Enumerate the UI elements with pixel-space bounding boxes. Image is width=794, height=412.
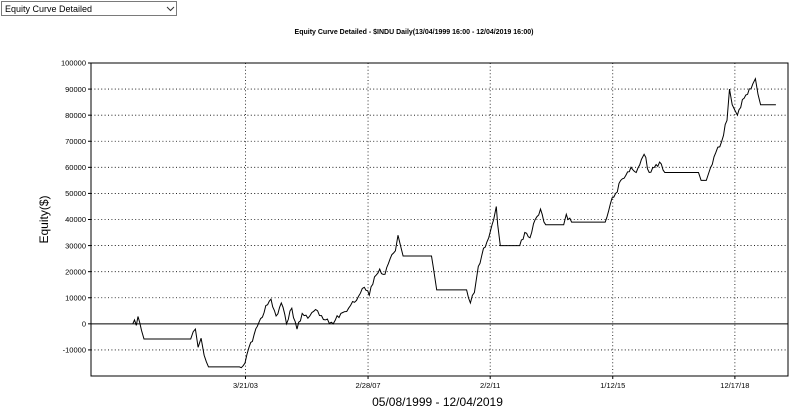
y-tick-label: 100000: [61, 59, 86, 68]
x-tick-label: 2/2/11: [480, 381, 500, 390]
y-tick-label: -10000: [63, 346, 86, 355]
x-tick-label: 3/21/03: [233, 381, 258, 390]
x-axis-tick-labels: 3/21/03 2/28/07 2/2/11 1/12/15 12/17/18: [233, 381, 750, 390]
chart-type-dropdown[interactable]: Equity Curve Detailed: [1, 1, 177, 16]
chart-title: Equity Curve Detailed - $INDU Daily(13/0…: [295, 29, 534, 36]
y-tick-label: 80000: [65, 111, 86, 120]
chart-type-selected-value: Equity Curve Detailed: [5, 3, 93, 14]
x-tick-label: 2/28/07: [356, 381, 381, 390]
y-tick-label: 50000: [65, 189, 86, 198]
y-axis-label: Equity($): [37, 195, 51, 243]
y-tick-label: 20000: [65, 267, 86, 276]
y-axis-tick-labels: 1000009000080000700006000050000400003000…: [61, 59, 86, 355]
x-axis-range-label: 05/08/1999 - 12/04/2019: [372, 395, 503, 409]
x-tick-label: 1/12/15: [600, 381, 625, 390]
y-tick-label: 0: [82, 320, 86, 329]
chevron-down-icon[interactable]: [164, 2, 176, 15]
equity-series-line: [132, 77, 776, 369]
x-tick-label: 12/17/18: [720, 381, 749, 390]
y-tick-label: 60000: [65, 163, 86, 172]
y-tick-label: 30000: [65, 241, 86, 250]
y-tick-label: 90000: [65, 85, 86, 94]
y-tick-label: 10000: [65, 293, 86, 302]
y-tick-label: 70000: [65, 137, 86, 146]
y-tick-label: 40000: [65, 215, 86, 224]
plot-area-frame: [90, 62, 789, 377]
